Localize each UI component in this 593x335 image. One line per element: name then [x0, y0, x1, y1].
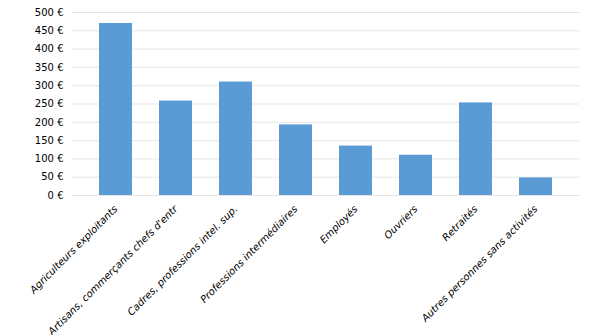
svg-text:Cadres, professions intel. sup: Cadres, professions intel. sup.	[125, 203, 240, 318]
svg-text:Retraités: Retraités	[440, 203, 480, 243]
svg-text:100 €: 100 €	[35, 153, 64, 164]
svg-text:Artisans, commerçants chefs d': Artisans, commerçants chefs d'entr	[45, 203, 180, 335]
svg-text:450 €: 450 €	[35, 25, 64, 36]
svg-text:500 €: 500 €	[35, 7, 64, 18]
svg-text:350 €: 350 €	[35, 62, 64, 73]
svg-text:250 €: 250 €	[35, 98, 64, 109]
svg-text:Ouvriers: Ouvriers	[382, 203, 420, 241]
svg-text:400 €: 400 €	[35, 43, 64, 54]
svg-text:0 €: 0 €	[48, 190, 64, 201]
svg-text:Professions intermédiaires: Professions intermédiaires	[198, 203, 300, 305]
svg-text:Autres personnes sans activité: Autres personnes sans activités	[419, 203, 540, 324]
svg-text:Employés: Employés	[318, 203, 360, 245]
svg-text:Agriculteurs exploitants: Agriculteurs exploitants	[27, 203, 120, 296]
svg-text:300 €: 300 €	[35, 80, 64, 91]
svg-text:150 €: 150 €	[35, 135, 64, 146]
svg-text:50 €: 50 €	[41, 171, 63, 182]
svg-text:200 €: 200 €	[35, 117, 64, 128]
